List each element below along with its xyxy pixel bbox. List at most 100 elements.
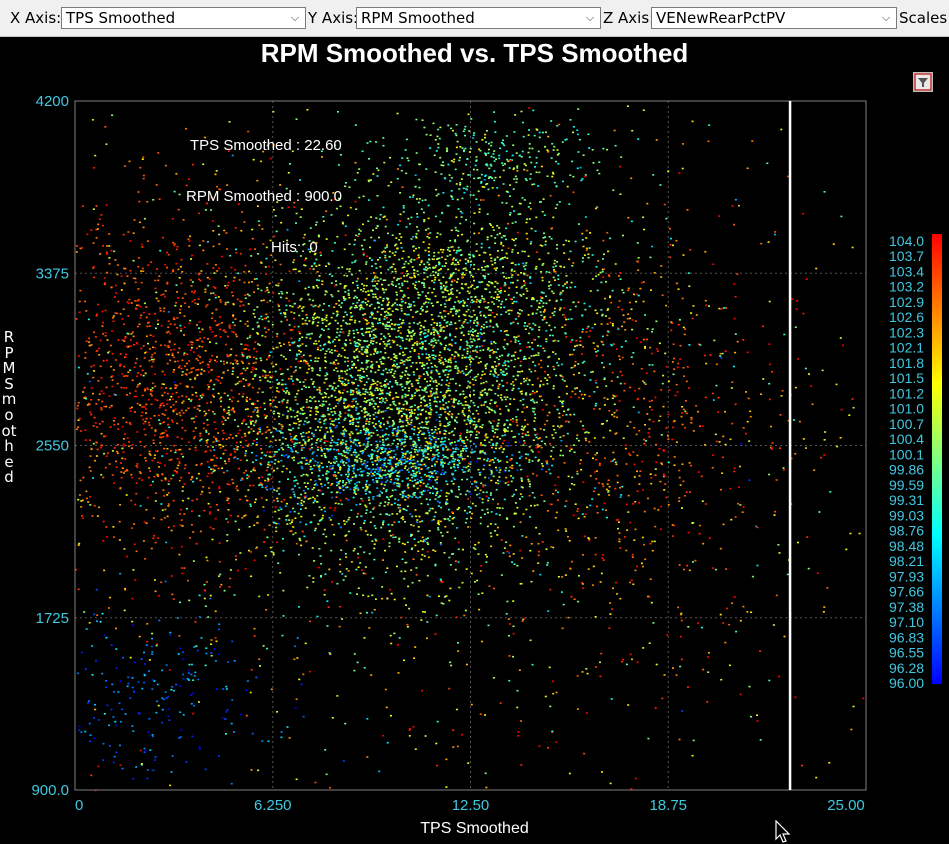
data-point xyxy=(364,463,367,465)
data-point xyxy=(357,552,359,555)
data-point xyxy=(382,487,385,490)
data-point xyxy=(520,295,523,297)
data-point xyxy=(264,486,267,489)
data-point xyxy=(382,341,385,343)
data-point xyxy=(362,426,365,428)
data-point xyxy=(434,441,437,443)
data-point xyxy=(247,489,250,491)
data-point xyxy=(451,430,454,432)
data-point xyxy=(594,404,597,407)
data-point xyxy=(347,473,350,475)
data-point xyxy=(468,431,471,433)
data-point xyxy=(299,412,302,415)
data-point xyxy=(570,483,573,485)
data-point xyxy=(344,483,347,486)
y-axis-select[interactable]: RPM Smoothed ⌵ xyxy=(356,7,601,29)
data-point xyxy=(386,496,389,499)
scales-button[interactable]: Scales xyxy=(899,9,948,27)
data-point xyxy=(437,128,440,131)
data-point xyxy=(358,441,361,444)
data-point xyxy=(468,151,471,153)
data-point xyxy=(247,426,250,428)
data-point xyxy=(377,456,380,458)
data-point xyxy=(401,456,404,459)
data-point xyxy=(256,522,259,524)
z-axis-select[interactable]: VENewRearPctPV ⌵ xyxy=(651,7,897,29)
data-point xyxy=(417,297,420,299)
data-point xyxy=(273,489,276,491)
data-point xyxy=(362,462,365,465)
data-point xyxy=(350,319,353,321)
data-point xyxy=(495,447,497,450)
data-point xyxy=(495,298,498,301)
data-point xyxy=(489,370,492,373)
data-point xyxy=(329,408,332,410)
data-point xyxy=(297,553,300,556)
data-point xyxy=(447,508,450,511)
data-point xyxy=(504,398,507,401)
data-point xyxy=(472,401,475,404)
data-point xyxy=(222,438,224,440)
data-point xyxy=(517,370,519,373)
data-point xyxy=(481,269,484,271)
data-point xyxy=(437,272,440,275)
data-point xyxy=(400,438,403,441)
data-point xyxy=(309,414,312,416)
data-point xyxy=(157,152,160,154)
data-point xyxy=(379,426,382,428)
data-point xyxy=(462,548,464,551)
data-point xyxy=(301,504,304,507)
data-point xyxy=(418,472,421,474)
data-point xyxy=(423,463,426,466)
data-point xyxy=(147,421,150,424)
data-point xyxy=(167,480,170,482)
data-point xyxy=(443,473,446,475)
data-point xyxy=(166,494,169,496)
data-point xyxy=(492,475,495,478)
data-point xyxy=(363,411,366,414)
data-point xyxy=(484,365,487,368)
data-point xyxy=(428,258,431,261)
data-point xyxy=(542,383,545,386)
data-point xyxy=(292,268,295,271)
data-point xyxy=(430,370,433,372)
data-point xyxy=(144,433,147,436)
data-point xyxy=(391,494,394,497)
data-point xyxy=(550,120,553,122)
data-point xyxy=(484,444,487,447)
data-point xyxy=(423,272,426,274)
data-point xyxy=(529,202,532,204)
data-point xyxy=(451,453,454,456)
data-point xyxy=(421,364,424,366)
data-point xyxy=(268,371,271,373)
data-point xyxy=(161,509,164,511)
data-point xyxy=(358,416,361,419)
data-point xyxy=(466,344,469,346)
data-point xyxy=(303,243,306,245)
data-point xyxy=(325,265,327,267)
data-point xyxy=(534,364,537,367)
data-point xyxy=(465,365,468,368)
data-point xyxy=(157,323,159,325)
data-point xyxy=(438,523,440,526)
data-point xyxy=(280,454,283,457)
data-point xyxy=(552,425,555,427)
data-point xyxy=(367,359,370,362)
data-point xyxy=(111,474,114,476)
data-point xyxy=(363,460,366,462)
data-point xyxy=(368,257,371,259)
data-point xyxy=(382,474,385,476)
data-point xyxy=(212,245,215,248)
data-point xyxy=(359,369,362,372)
data-point xyxy=(461,439,464,442)
data-point xyxy=(424,301,427,303)
data-point xyxy=(450,160,453,162)
data-point xyxy=(469,394,471,396)
data-point xyxy=(237,272,240,275)
data-point xyxy=(366,349,368,351)
data-point xyxy=(435,419,438,421)
data-point xyxy=(559,454,562,457)
x-axis-select[interactable]: TPS Smoothed ⌵ xyxy=(61,7,306,29)
data-point xyxy=(370,370,373,373)
